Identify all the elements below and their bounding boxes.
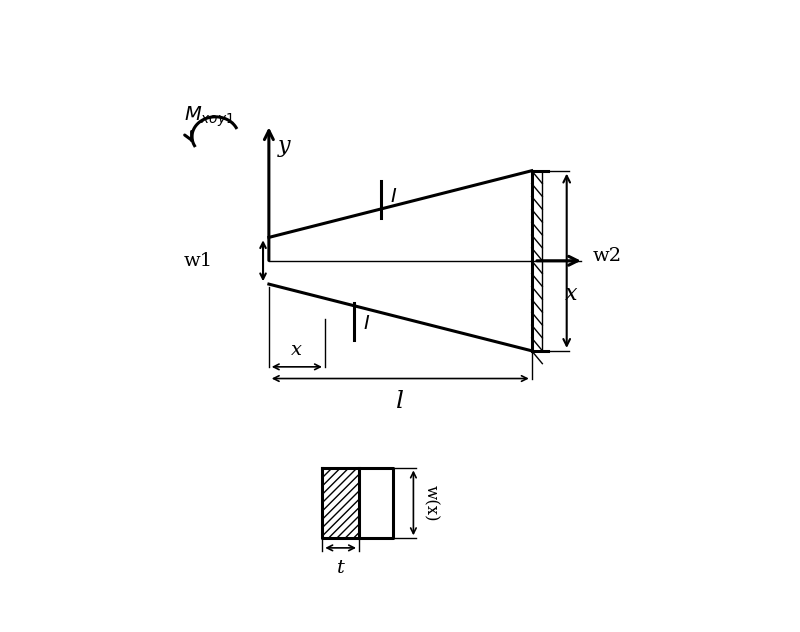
Text: w1: w1 bbox=[184, 252, 213, 270]
Text: x: x bbox=[566, 283, 578, 305]
Text: x: x bbox=[291, 341, 302, 359]
Text: $I$: $I$ bbox=[390, 188, 397, 207]
Text: l: l bbox=[396, 390, 404, 413]
Text: y: y bbox=[278, 135, 290, 157]
Bar bbox=[322, 468, 359, 538]
Text: w2: w2 bbox=[593, 247, 622, 265]
Text: $I$: $I$ bbox=[362, 315, 370, 333]
Text: w(x): w(x) bbox=[422, 485, 439, 521]
Text: t: t bbox=[337, 559, 345, 576]
Text: $M_{xoy1}$: $M_{xoy1}$ bbox=[184, 105, 234, 130]
